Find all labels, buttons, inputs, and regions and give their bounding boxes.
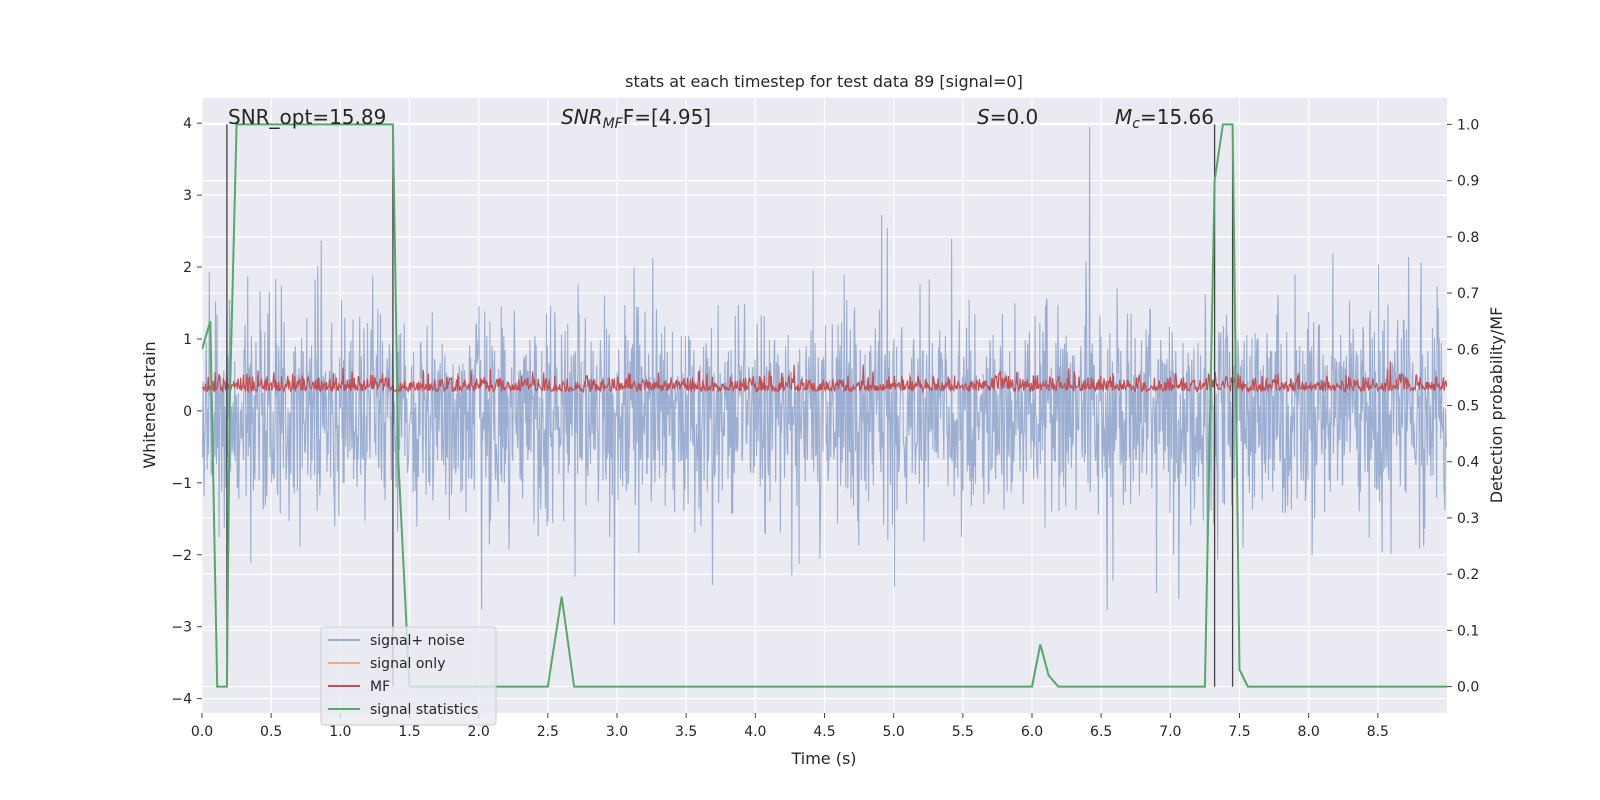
- y2-tick-label: 0.5: [1457, 399, 1479, 415]
- s-annotation: S=0.0: [977, 105, 1038, 129]
- x-tick-label: 8.0: [1298, 724, 1320, 740]
- y2-axis-label: Detection probability/MF: [1487, 307, 1506, 504]
- mc-value: =15.66: [1140, 105, 1214, 129]
- y-tick-label: 3: [183, 188, 192, 204]
- x-tick-label: 4.5: [813, 724, 835, 740]
- snr-mf-annotation: SNRMFF=[4.95]: [561, 105, 711, 132]
- signal-statistics-line: [202, 123, 1447, 688]
- y-tick-label: 2: [183, 260, 192, 276]
- x-tick-label: 8.5: [1367, 724, 1389, 740]
- mc-annotation: Mc=15.66: [1115, 105, 1214, 132]
- y2-tick-label: 0.4: [1457, 455, 1479, 471]
- y-tick-label: −3: [171, 620, 192, 636]
- y-axis-ticks: 4 3 2 1 0 −1 −2 −3 −4: [171, 116, 202, 708]
- x-axis-ticks: 0.0 0.5 1.0 1.5 2.0 2.5 3.0 3.5 4.0 4.5 5.0 5.5 6.0 6…: [191, 713, 1389, 740]
- legend-label-signal-noise: signal+ noise: [370, 633, 465, 649]
- series-mf: [202, 361, 1447, 394]
- chart-title: stats at each timestep for test data 89 …: [625, 72, 1023, 91]
- mc-subscript: c: [1132, 116, 1140, 132]
- x-tick-label: 4.0: [744, 724, 766, 740]
- x-tick-label: 0.0: [191, 724, 213, 740]
- y-axis-label: Whitened strain: [140, 341, 159, 468]
- y2-tick-label: 1.0: [1457, 117, 1479, 133]
- x-tick-label: 6.5: [1090, 724, 1112, 740]
- y-tick-label: 1: [183, 332, 192, 348]
- mf-line: [202, 361, 1447, 394]
- y2-tick-label: 0.3: [1457, 511, 1479, 527]
- x-tick-label: 3.5: [675, 724, 697, 740]
- legend-box: [320, 626, 497, 726]
- y-tick-label: −2: [171, 548, 192, 564]
- snr-mf-label: SNR: [561, 105, 603, 129]
- y2-tick-label: 0.8: [1457, 230, 1479, 246]
- y2-axis-ticks: 1.0 0.9 0.8 0.7 0.6 0.5 0.4 0.3 0.2 0.1 0.0: [1447, 117, 1479, 696]
- y2-tick-label: 0.6: [1457, 342, 1479, 358]
- y2-tick-label: 0.7: [1457, 286, 1479, 302]
- series-signal-statistics: [202, 123, 1447, 688]
- y-tick-label: −1: [171, 476, 192, 492]
- snr-mf-value: F=[4.95]: [623, 105, 711, 129]
- legend-label-signal-statistics: signal statistics: [370, 702, 478, 718]
- s-value: =0.0: [990, 105, 1039, 129]
- x-tick-label: 7.5: [1228, 724, 1250, 740]
- x-tick-label: 1.5: [398, 724, 420, 740]
- x-tick-label: 6.0: [1021, 724, 1043, 740]
- y2-tick-label: 0.1: [1457, 623, 1479, 639]
- snr-opt-annotation: SNR_opt=15.89: [228, 105, 386, 129]
- x-tick-label: 2.5: [537, 724, 559, 740]
- mc-label: M: [1115, 105, 1132, 129]
- s-label: S: [977, 105, 990, 129]
- y2-tick-label: 0.9: [1457, 174, 1479, 190]
- snr-mf-subscript: MF: [603, 116, 624, 132]
- x-tick-label: 7.0: [1159, 724, 1181, 740]
- x-tick-label: 5.0: [883, 724, 905, 740]
- legend-label-mf: MF: [370, 679, 390, 695]
- x-tick-label: 0.5: [260, 724, 282, 740]
- y2-tick-label: 0.2: [1457, 567, 1479, 583]
- x-tick-label: 5.5: [952, 724, 974, 740]
- x-tick-label: 3.0: [606, 724, 628, 740]
- y2-tick-label: 0.0: [1457, 680, 1479, 696]
- x-tick-label: 1.0: [329, 724, 351, 740]
- y-tick-label: 4: [183, 116, 192, 132]
- legend: signal+ noise signal only MF signal stat…: [320, 626, 497, 726]
- y-tick-label: −4: [171, 692, 192, 708]
- y-tick-label: 0: [183, 404, 192, 420]
- legend-label-signal-only: signal only: [370, 656, 445, 672]
- x-axis-label: Time (s): [790, 749, 856, 768]
- x-tick-label: 2.0: [468, 724, 490, 740]
